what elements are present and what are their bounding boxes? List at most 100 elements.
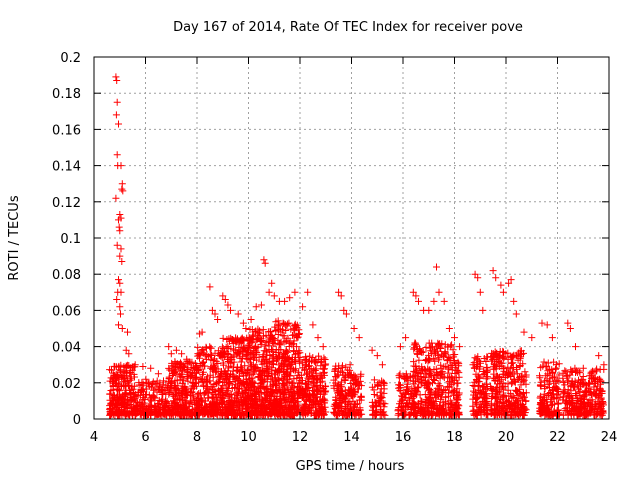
data-point bbox=[237, 363, 245, 371]
data-point bbox=[194, 367, 202, 375]
data-point bbox=[165, 389, 173, 397]
data-point bbox=[106, 390, 114, 398]
data-point bbox=[290, 375, 298, 383]
data-point bbox=[339, 387, 347, 395]
data-point bbox=[376, 399, 383, 407]
data-point bbox=[257, 407, 265, 415]
data-point bbox=[231, 401, 239, 409]
data-point bbox=[183, 397, 191, 405]
data-point bbox=[177, 390, 185, 397]
data-point bbox=[108, 410, 116, 418]
data-point bbox=[292, 365, 300, 373]
data-point bbox=[335, 388, 343, 396]
data-point bbox=[216, 371, 224, 379]
data-point bbox=[273, 407, 281, 415]
data-point bbox=[380, 403, 388, 411]
data-point bbox=[340, 393, 348, 401]
data-point bbox=[290, 337, 298, 345]
data-point bbox=[342, 404, 350, 412]
data-point bbox=[162, 397, 169, 405]
data-point bbox=[252, 343, 260, 350]
data-point bbox=[229, 363, 237, 371]
data-point bbox=[272, 349, 280, 356]
data-point bbox=[332, 373, 339, 381]
data-point bbox=[210, 402, 218, 409]
data-point bbox=[277, 338, 285, 346]
data-point bbox=[219, 334, 227, 342]
data-point bbox=[357, 396, 365, 404]
y-tick-label: 0.04 bbox=[52, 341, 81, 356]
data-point bbox=[178, 373, 186, 381]
y-tick-label: 0.18 bbox=[52, 87, 81, 102]
data-point bbox=[322, 382, 330, 390]
data-point bbox=[295, 347, 303, 355]
data-point bbox=[153, 380, 161, 388]
data-point bbox=[298, 406, 306, 414]
data-point bbox=[348, 385, 356, 393]
data-point bbox=[320, 388, 328, 396]
data-point bbox=[162, 410, 170, 418]
data-point bbox=[151, 385, 159, 393]
data-point bbox=[110, 396, 118, 404]
data-point bbox=[279, 319, 287, 327]
data-point bbox=[354, 407, 362, 415]
data-point bbox=[370, 376, 378, 384]
data-point bbox=[179, 400, 187, 408]
data-point bbox=[290, 348, 298, 356]
data-point bbox=[339, 411, 347, 419]
data-point bbox=[227, 406, 235, 414]
data-point bbox=[220, 368, 228, 376]
data-point bbox=[203, 373, 211, 381]
data-point bbox=[122, 386, 130, 394]
x-tick-label: 18 bbox=[446, 430, 463, 445]
data-point bbox=[108, 407, 116, 415]
data-point bbox=[264, 372, 272, 379]
data-point bbox=[107, 387, 115, 394]
data-point bbox=[273, 356, 280, 364]
data-points bbox=[106, 73, 608, 419]
x-tick-label: 24 bbox=[601, 430, 618, 445]
data-point bbox=[271, 323, 279, 331]
data-point bbox=[301, 400, 309, 408]
data-point bbox=[271, 374, 279, 382]
data-point bbox=[144, 380, 152, 388]
data-point bbox=[320, 395, 328, 403]
data-point bbox=[331, 405, 339, 413]
data-point bbox=[372, 410, 380, 418]
data-point bbox=[316, 407, 324, 415]
data-point bbox=[220, 392, 228, 400]
data-point bbox=[188, 388, 196, 396]
data-point bbox=[252, 401, 260, 409]
data-point bbox=[121, 403, 129, 411]
data-point bbox=[376, 388, 384, 396]
data-point bbox=[189, 392, 197, 400]
data-point bbox=[174, 405, 182, 413]
data-point bbox=[122, 368, 130, 376]
data-point bbox=[251, 391, 258, 398]
data-point bbox=[273, 367, 281, 375]
data-point bbox=[289, 331, 296, 339]
data-point bbox=[224, 411, 232, 419]
data-point bbox=[380, 381, 388, 389]
data-point bbox=[114, 395, 122, 403]
data-point bbox=[266, 392, 273, 400]
data-point bbox=[309, 403, 317, 411]
data-point bbox=[206, 377, 214, 385]
data-point bbox=[248, 404, 256, 412]
data-point bbox=[143, 391, 151, 398]
data-point bbox=[267, 382, 275, 390]
data-point bbox=[285, 357, 293, 365]
data-point bbox=[132, 393, 140, 401]
data-point bbox=[232, 374, 240, 382]
data-point bbox=[120, 401, 128, 408]
data-point bbox=[225, 364, 232, 372]
data-point bbox=[223, 373, 231, 381]
data-point bbox=[260, 332, 267, 340]
data-point bbox=[270, 400, 278, 408]
y-tick-label: 0.1 bbox=[60, 232, 81, 247]
data-point bbox=[207, 344, 215, 352]
data-point bbox=[274, 401, 282, 409]
data-point bbox=[215, 386, 223, 394]
data-point bbox=[157, 385, 165, 393]
data-point bbox=[260, 383, 268, 390]
